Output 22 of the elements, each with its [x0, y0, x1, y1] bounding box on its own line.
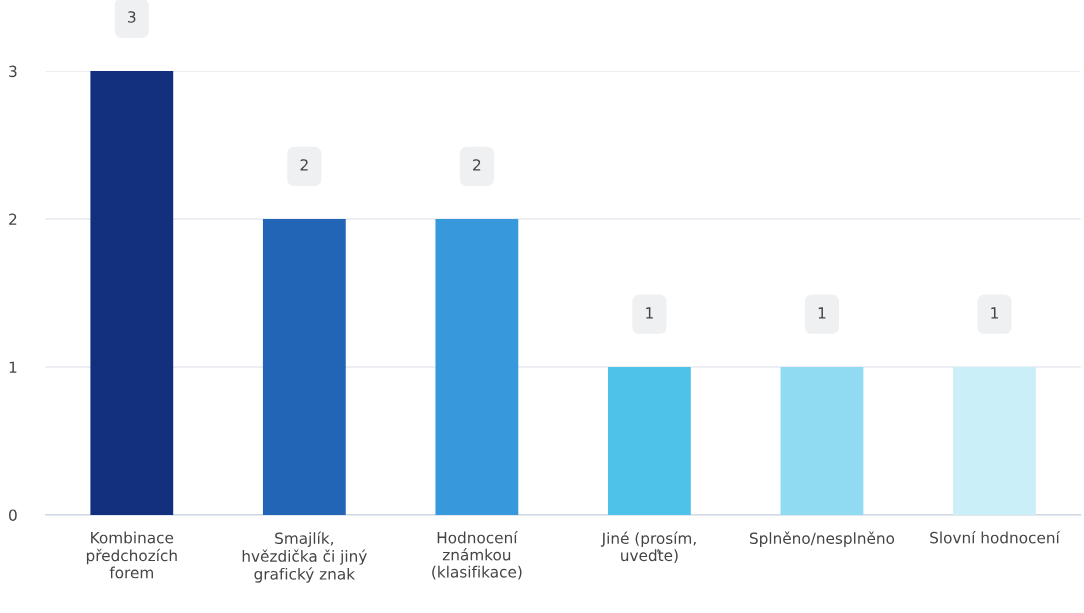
bar: [608, 366, 691, 515]
bar: [953, 366, 1036, 515]
data-label: 2: [473, 159, 481, 171]
x-tick-label: Hodnocení známkou (klasifikace): [432, 530, 522, 580]
data-label: 1: [646, 307, 653, 319]
x-tick-label: Splněno/nesplněno: [749, 531, 895, 547]
data-label: 2: [300, 159, 308, 171]
y-tick-label: 2: [9, 213, 17, 225]
x-tick-label: Jiné (prosím, uveďte): [600, 531, 696, 563]
y-tick-label: 1: [9, 361, 17, 373]
data-label: 1: [818, 307, 826, 319]
y-tick-label: 0: [9, 509, 17, 521]
bar: [262, 219, 346, 515]
bar: [435, 219, 519, 515]
x-tick-label: Slovní hodnocení: [930, 530, 1061, 544]
x-tick-label: Smajlík, hvězdička či jiný grafický znak: [242, 531, 367, 583]
data-label: 3: [128, 11, 136, 23]
data-label: 1: [991, 307, 998, 319]
bar: [780, 366, 864, 515]
x-tick-label: Kombinace předchozích forem: [86, 531, 177, 579]
bar: [90, 71, 174, 515]
y-tick-label: 3: [9, 65, 17, 78]
